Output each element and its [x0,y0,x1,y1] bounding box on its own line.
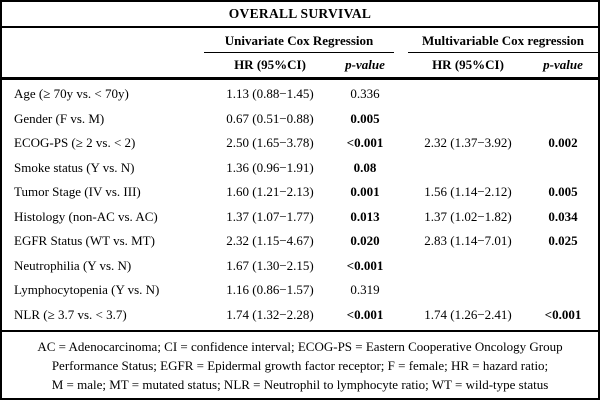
variable-label: Histology (non-AC vs. AC) [14,208,158,224]
univariate-hr-value: 1.74 (1.32−2.28) [226,306,314,322]
multivariable-hr-value: 1.56 (1.14−2.12) [424,184,512,200]
variable-label: Gender (F vs. M) [14,110,105,126]
univariate-p-value: <0.001 [346,306,384,322]
header-hr-multivariable: HR (95%CI) [432,57,504,72]
table-row: Lymphocytopenia (Y vs. N) 1.16 (0.86−1.5… [2,282,598,298]
table-title: OVERALL SURVIVAL [2,2,598,28]
table-row: NLR (≥ 3.7 vs. < 3.7) 1.74 (1.32−2.28) <… [2,307,598,323]
variable-label: Age (≥ 70y vs. < 70y) [14,86,129,102]
variable-label: EGFR Status (WT vs. MT) [14,233,155,249]
univariate-p-value: 0.336 [350,86,380,102]
univariate-hr-value: 1.60 (1.21−2.13) [226,184,314,200]
table-row: EGFR Status (WT vs. MT) 2.32 (1.15−4.67)… [2,233,598,249]
table-row: ECOG-PS (≥ 2 vs. < 2) 2.50 (1.65−3.78) <… [2,135,598,151]
multivariable-hr-value: 1.74 (1.26−2.41) [424,306,512,322]
univariate-p-value: <0.001 [346,257,384,273]
multivariable-hr-value: 2.32 (1.37−3.92) [424,135,512,151]
column-group-univariate: Univariate Cox Regression [204,32,394,53]
univariate-hr-value: 0.67 (0.51−0.88) [226,110,314,126]
variable-label: Tumor Stage (IV vs. III) [14,184,141,200]
variable-label: Lymphocytopenia (Y vs. N) [14,282,160,298]
table-row: Gender (F vs. M) 0.67 (0.51−0.88) 0.005 [2,111,598,127]
header-hr-univariate: HR (95%CI) [234,57,306,72]
univariate-hr-value: 1.13 (0.88−1.45) [226,86,314,102]
multivariable-hr-value: 2.83 (1.14−7.01) [424,233,512,249]
multivariable-p-value: <0.001 [544,306,582,322]
table-header: Univariate Cox Regression Multivariable … [2,28,598,80]
multivariable-hr-value: 1.37 (1.02−1.82) [424,208,512,224]
header-pvalue-univariate: p-value [345,57,385,72]
footnote-line: M = male; MT = mutated status; NLR = Neu… [51,376,549,392]
abbreviations-footnote: AC = Adenocarcinoma; CI = confidence int… [2,330,598,398]
header-pvalue-multivariable: p-value [543,57,583,72]
univariate-p-value: 0.319 [350,282,380,298]
univariate-p-value: 0.001 [350,184,380,200]
variable-label: NLR (≥ 3.7 vs. < 3.7) [14,306,127,322]
multivariable-p-value: 0.025 [548,233,578,249]
column-group-multivariable: Multivariable Cox regression [408,32,598,53]
variable-label: ECOG-PS (≥ 2 vs. < 2) [14,135,136,151]
univariate-hr-value: 1.36 (0.96−1.91) [226,159,314,175]
table-row: Age (≥ 70y vs. < 70y) 1.13 (0.88−1.45) 0… [2,86,598,102]
column-group-row: Univariate Cox Regression Multivariable … [2,32,598,53]
table-row: Tumor Stage (IV vs. III) 1.60 (1.21−2.13… [2,184,598,200]
univariate-p-value: <0.001 [346,135,384,151]
table-row: Smoke status (Y vs. N) 1.36 (0.96−1.91) … [2,160,598,176]
variable-label: Smoke status (Y vs. N) [14,159,135,175]
multivariable-p-value: 0.002 [548,135,578,151]
multivariable-p-value: 0.005 [548,184,578,200]
univariate-p-value: 0.020 [350,233,380,249]
univariate-p-value: 0.08 [353,159,377,175]
univariate-hr-value: 1.16 (0.86−1.57) [226,282,314,298]
univariate-p-value: 0.005 [350,110,380,126]
table-body: Age (≥ 70y vs. < 70y) 1.13 (0.88−1.45) 0… [2,80,598,330]
table-row: Neutrophilia (Y vs. N) 1.67 (1.30−2.15) … [2,258,598,274]
univariate-hr-value: 2.32 (1.15−4.67) [226,233,314,249]
footnote-line: Performance Status; EGFR = Epidermal gro… [51,357,549,373]
multivariable-p-value: 0.034 [548,208,578,224]
univariate-p-value: 0.013 [350,208,380,224]
univariate-hr-value: 1.37 (1.07−1.77) [226,208,314,224]
univariate-hr-value: 2.50 (1.65−3.78) [226,135,314,151]
subheader-row: HR (95%CI) p-value HR (95%CI) p-value [2,57,598,73]
variable-label: Neutrophilia (Y vs. N) [14,257,132,273]
table-row: Histology (non-AC vs. AC) 1.37 (1.07−1.7… [2,209,598,225]
footnote-line: AC = Adenocarcinoma; CI = confidence int… [37,338,563,354]
univariate-hr-value: 1.67 (1.30−2.15) [226,257,314,273]
